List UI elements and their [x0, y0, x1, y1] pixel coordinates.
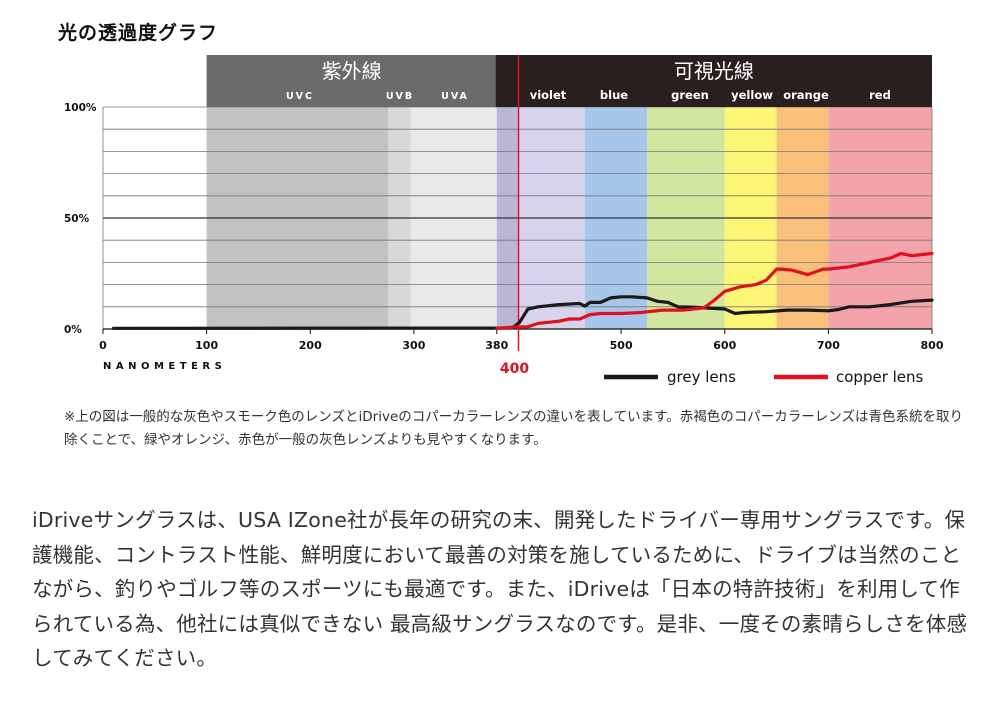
legend-label-copper-lens: copper lens — [836, 368, 924, 386]
x-tick-label-0: 0 — [99, 339, 107, 352]
header-group-label: 可視光線 — [674, 59, 754, 83]
marker-label-400: 400 — [500, 361, 529, 377]
band-label-yellow: yellow — [731, 88, 773, 102]
x-tick-label-300: 300 — [402, 339, 425, 352]
band-label-UVA: UVA — [441, 91, 469, 102]
x-tick-label-380: 380 — [485, 339, 508, 352]
series-line-copper-lens — [495, 251, 934, 330]
band-label-violet: violet — [530, 88, 567, 102]
transmission-chart: 紫外線 可視光線 UVC UVB UVA violet blue green yellow ora… — [64, 55, 944, 386]
chart-footnote: ※上の図は一般的な灰色やスモーク色のレンズとiDriveのコパーカラーレンズの違… — [64, 409, 963, 448]
x-tick-label-700: 700 — [817, 339, 840, 352]
x-tick-label-500: 500 — [610, 339, 633, 352]
x-axis-label: NANOMETERS — [103, 361, 226, 372]
header-group-label: 紫外線 — [322, 59, 382, 83]
x-tick-label-600: 600 — [713, 339, 736, 352]
band-label-red: red — [869, 88, 891, 102]
legend-label-grey-lens: grey lens — [667, 368, 736, 386]
band-label-UVC: UVC — [286, 91, 314, 102]
band-label-UVB: UVB — [386, 91, 414, 102]
band-label-green: green — [671, 88, 709, 102]
header-group-紫外線 — [206, 55, 497, 107]
y-tick-label-100: 100% — [64, 102, 97, 114]
chart-title: 光の透過度グラフ — [58, 22, 219, 44]
x-tick-label-200: 200 — [299, 339, 322, 352]
header-group-可視光線 — [495, 55, 932, 107]
band-label-blue: blue — [600, 88, 628, 102]
x-tick-label-800: 800 — [921, 339, 944, 352]
y-tick-label-50: 50% — [64, 213, 90, 225]
y-tick-label-0: 0% — [64, 324, 82, 336]
band-label-orange: orange — [783, 88, 829, 102]
series-line-grey-lens — [111, 295, 934, 330]
x-tick-label-100: 100 — [195, 339, 218, 352]
product-description: iDriveサングラスは、USA IZone社が長年の研究の末、開発したドライバ… — [32, 508, 968, 670]
